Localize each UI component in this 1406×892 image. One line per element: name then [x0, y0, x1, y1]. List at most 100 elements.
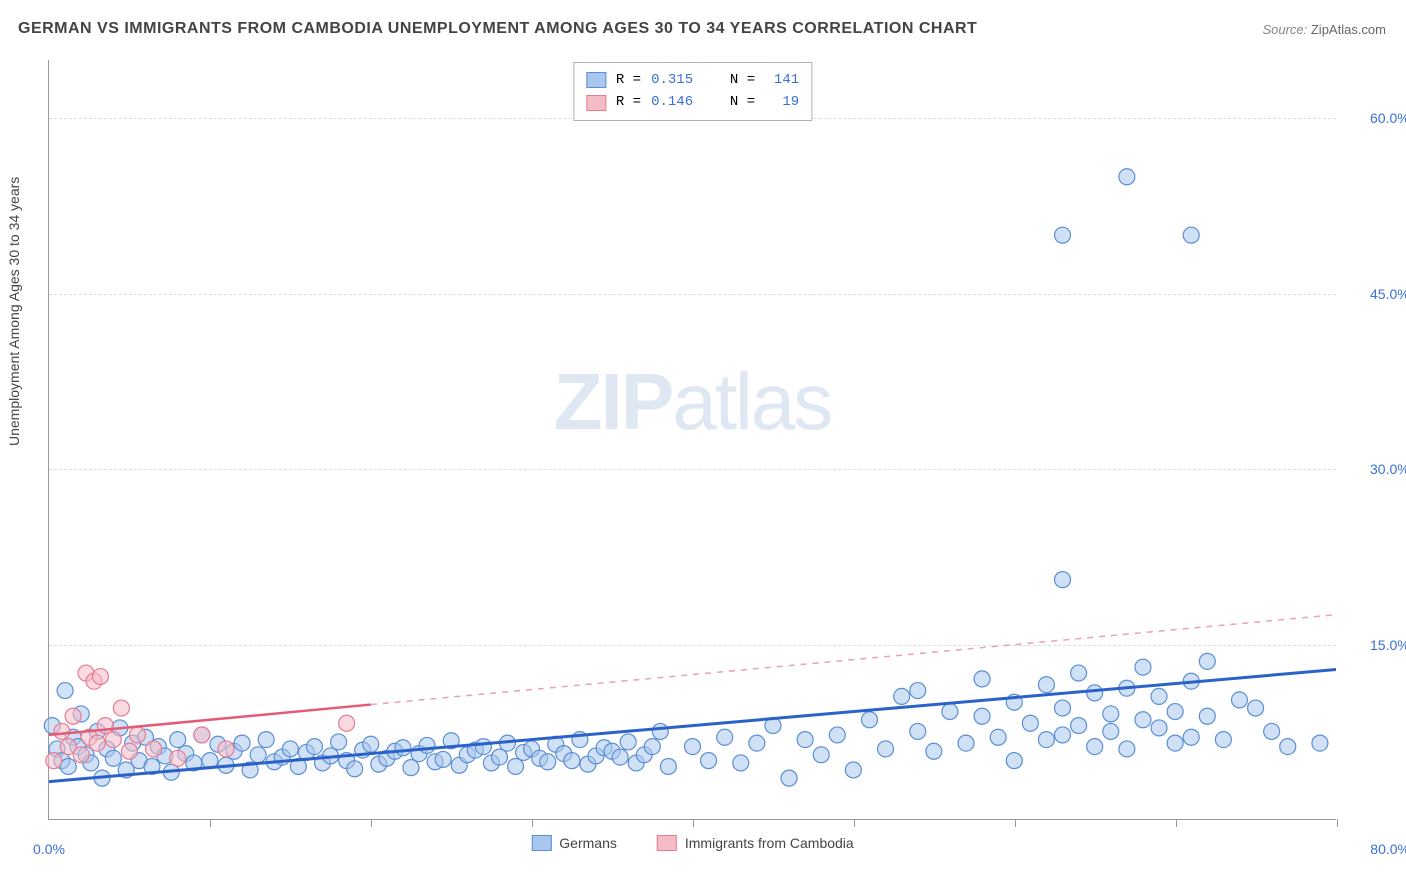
data-point: [1151, 720, 1167, 736]
data-point: [331, 734, 347, 750]
data-point: [1183, 729, 1199, 745]
regression-line-extrapolated: [371, 615, 1336, 705]
data-point: [60, 758, 76, 774]
data-point: [1215, 732, 1231, 748]
data-point: [1231, 692, 1247, 708]
x-axis-tick-start: 0.0%: [33, 841, 65, 857]
x-axis-tick-end: 80.0%: [1370, 841, 1406, 857]
data-point: [194, 727, 210, 743]
data-point: [1248, 700, 1264, 716]
data-point: [1199, 708, 1215, 724]
legend-r-label: R =: [616, 91, 641, 113]
source-attribution: Source: ZipAtlas.com: [1262, 22, 1386, 37]
data-point: [910, 683, 926, 699]
data-point: [540, 754, 556, 770]
data-point: [797, 732, 813, 748]
data-point: [1135, 659, 1151, 675]
x-axis-tick-mark: [854, 819, 855, 827]
correlation-legend-row: R = 0.146 N = 19: [586, 91, 799, 113]
data-point: [105, 732, 121, 748]
data-point: [218, 741, 234, 757]
x-axis-tick-mark: [532, 819, 533, 827]
data-point: [717, 729, 733, 745]
data-point: [1055, 572, 1071, 588]
y-axis-tick: 15.0%: [1370, 637, 1406, 653]
data-point: [419, 737, 435, 753]
data-point: [1071, 665, 1087, 681]
data-point: [612, 749, 628, 765]
data-point: [435, 751, 451, 767]
data-point: [829, 727, 845, 743]
data-point: [1103, 723, 1119, 739]
data-point: [306, 739, 322, 755]
legend-swatch: [531, 835, 551, 851]
data-point: [121, 743, 137, 759]
data-point: [57, 683, 73, 699]
data-point: [990, 729, 1006, 745]
data-point: [894, 688, 910, 704]
legend-r-value: 0.146: [651, 91, 693, 113]
data-point: [942, 704, 958, 720]
data-point: [395, 740, 411, 756]
data-point: [1183, 227, 1199, 243]
x-axis-tick-mark: [693, 819, 694, 827]
data-point: [1119, 741, 1135, 757]
data-point: [1055, 727, 1071, 743]
legend-n-label: N =: [730, 91, 755, 113]
data-point: [1006, 753, 1022, 769]
data-point: [1103, 706, 1119, 722]
data-point: [749, 735, 765, 751]
source-name: ZipAtlas.com: [1311, 22, 1386, 37]
data-point: [1055, 700, 1071, 716]
chart-title: GERMAN VS IMMIGRANTS FROM CAMBODIA UNEMP…: [18, 20, 977, 38]
correlation-legend-row: R = 0.315 N = 141: [586, 69, 799, 91]
series-legend-label: Immigrants from Cambodia: [685, 835, 854, 851]
series-legend-item: Germans: [531, 835, 617, 851]
data-point: [845, 762, 861, 778]
data-point: [1055, 227, 1071, 243]
data-point: [652, 723, 668, 739]
y-axis-label: Unemployment Among Ages 30 to 34 years: [6, 177, 22, 446]
data-point: [89, 735, 105, 751]
data-point: [1167, 704, 1183, 720]
scatter-svg: [49, 60, 1336, 819]
source-prefix: Source:: [1262, 22, 1310, 37]
x-axis-tick-mark: [1176, 819, 1177, 827]
data-point: [475, 739, 491, 755]
data-point: [926, 743, 942, 759]
plot-area: ZIPatlas 15.0%30.0%45.0%60.0% 0.0% 80.0%…: [48, 60, 1336, 820]
data-point: [65, 708, 81, 724]
legend-n-value: 141: [765, 69, 799, 91]
data-point: [1087, 739, 1103, 755]
data-point: [1312, 735, 1328, 751]
legend-swatch: [586, 72, 606, 88]
data-point: [861, 712, 877, 728]
data-point: [250, 747, 266, 763]
data-point: [403, 760, 419, 776]
data-point: [170, 750, 186, 766]
series-legend-label: Germans: [559, 835, 617, 851]
data-point: [974, 708, 990, 724]
series-legend-item: Immigrants from Cambodia: [657, 835, 854, 851]
data-point: [508, 758, 524, 774]
data-point: [1264, 723, 1280, 739]
y-axis-tick: 30.0%: [1370, 461, 1406, 477]
data-point: [644, 739, 660, 755]
data-point: [347, 761, 363, 777]
regression-line: [49, 705, 371, 735]
data-point: [620, 734, 636, 750]
legend-r-label: R =: [616, 69, 641, 91]
data-point: [1038, 732, 1054, 748]
data-point: [46, 753, 62, 769]
data-point: [733, 755, 749, 771]
data-point: [1022, 715, 1038, 731]
series-legend: Germans Immigrants from Cambodia: [531, 835, 853, 851]
x-axis-tick-mark: [210, 819, 211, 827]
data-point: [878, 741, 894, 757]
data-point: [1151, 688, 1167, 704]
data-point: [701, 753, 717, 769]
data-point: [958, 735, 974, 751]
data-point: [92, 669, 108, 685]
data-point: [146, 741, 162, 757]
data-point: [910, 723, 926, 739]
